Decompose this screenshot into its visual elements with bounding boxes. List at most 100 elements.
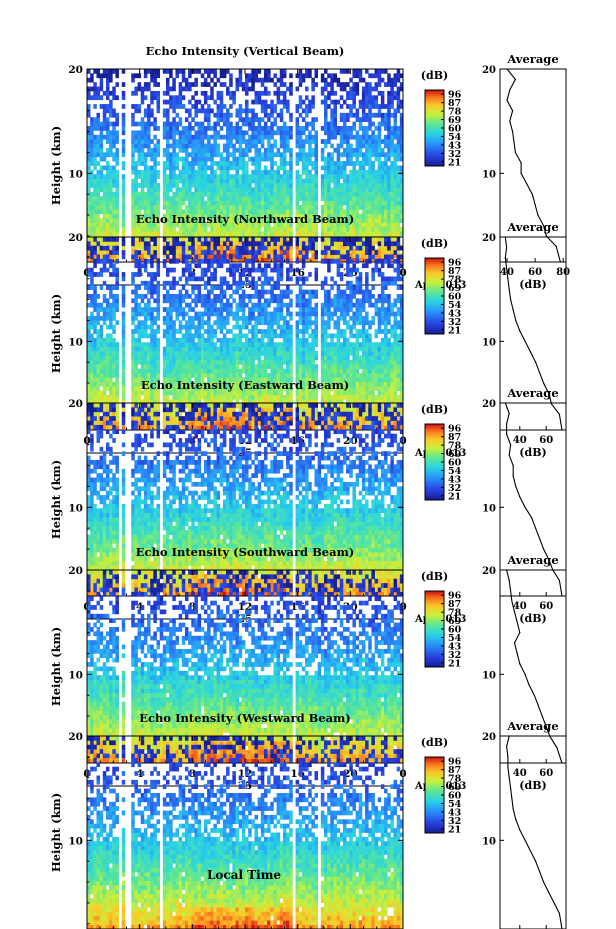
heatmap-cell: [150, 248, 154, 254]
heatmap-cell: [339, 95, 344, 101]
heatmap-cell: [197, 364, 202, 369]
heatmap-cell: [399, 231, 404, 237]
heatmap-cell: [346, 222, 350, 228]
heatmap-cell: [197, 355, 202, 361]
heatmap-cell: [210, 204, 214, 210]
heatmap-cell: [238, 104, 243, 109]
heatmap-cell: [336, 209, 341, 215]
heatmap-cell: [102, 403, 107, 409]
heatmap-cell: [200, 416, 205, 422]
heatmap-cell: [156, 324, 161, 330]
heatmap-cell: [156, 355, 161, 361]
heatmap-cell: [301, 130, 306, 136]
heatmap-cell: [361, 196, 366, 201]
colorbar-swatch: [425, 110, 444, 114]
heatmap-cell: [305, 204, 309, 210]
heatmap-cell: [203, 77, 208, 83]
heatmap-cell: [330, 204, 334, 210]
heatmap-cell: [298, 139, 303, 144]
heatmap-cell: [324, 240, 328, 245]
heatmap-cell: [346, 187, 350, 193]
heatmap-cell: [105, 196, 110, 201]
heatmap-cell: [175, 200, 179, 206]
heatmap-cell: [219, 108, 224, 114]
heatmap-cell: [112, 272, 116, 277]
heatmap-cell: [184, 346, 189, 352]
heatmap-cell: [143, 364, 148, 369]
heatmap-cell: [238, 156, 243, 162]
heatmap-cell: [346, 139, 350, 144]
heatmap-cell: [166, 329, 170, 334]
heatmap-cell: [191, 276, 195, 282]
heatmap-cell: [134, 231, 138, 237]
heatmap-cell: [188, 351, 192, 356]
heatmap-cell: [169, 104, 173, 109]
heatmap-cell: [184, 263, 189, 269]
heatmap-cell: [365, 161, 369, 166]
heatmap-cell: [178, 143, 183, 149]
heatmap-cell: [121, 298, 126, 304]
heatmap-cell: [229, 143, 233, 149]
heatmap-cell: [305, 86, 309, 92]
heatmap-cell: [147, 372, 151, 378]
heatmap-cell: [324, 143, 328, 149]
heatmap-cell: [115, 218, 119, 223]
heatmap-cell: [115, 416, 119, 422]
heatmap-cell: [112, 86, 116, 92]
heatmap-cell: [112, 337, 116, 343]
heatmap-cell: [194, 121, 198, 127]
heatmap-cell: [131, 364, 135, 369]
heatmap-cell: [134, 307, 138, 312]
heatmap-cell: [238, 213, 243, 219]
heatmap-cell: [260, 196, 265, 201]
heatmap-cell: [162, 258, 167, 264]
heatmap-cell: [90, 152, 94, 158]
heatmap-cell: [115, 412, 119, 418]
heatmap-cell: [150, 169, 154, 175]
heatmap-cell: [327, 200, 331, 206]
heatmap-cell: [380, 226, 385, 232]
heatmap-cell: [162, 346, 167, 352]
heatmap-cell: [131, 209, 135, 215]
heatmap-cell: [153, 209, 157, 215]
heatmap-cell: [298, 178, 303, 184]
heatmap-cell: [175, 399, 179, 405]
heatmap-cell: [172, 169, 176, 175]
heatmap-cell: [153, 226, 157, 232]
heatmap-cell: [121, 390, 126, 396]
heatmap-cell: [282, 196, 287, 201]
heatmap-cell: [207, 134, 211, 140]
heatmap-cell: [377, 152, 382, 158]
heatmap-cell: [175, 302, 179, 308]
heatmap-cell: [324, 117, 328, 122]
heatmap-cell: [380, 152, 385, 158]
heatmap-cell: [295, 187, 300, 193]
heatmap-cell: [137, 218, 142, 223]
heatmap-cell: [194, 285, 198, 290]
heatmap-cell: [203, 143, 208, 149]
heatmap-cell: [305, 218, 309, 223]
heatmap-cell: [87, 165, 91, 171]
heatmap-cell: [260, 248, 265, 254]
heatmap-cell: [279, 200, 284, 206]
heatmap-cell: [191, 82, 195, 87]
heatmap-cell: [282, 90, 287, 96]
heatmap-cell: [311, 174, 315, 180]
heatmap-cell: [336, 126, 341, 131]
heatmap-cell: [181, 95, 186, 101]
heatmap-cell: [254, 204, 258, 210]
heatmap-cell: [105, 139, 110, 144]
heatmap-cell: [181, 130, 186, 136]
heatmap-cell: [90, 218, 94, 223]
heatmap-cell: [263, 174, 268, 180]
heatmap-cell: [251, 86, 255, 92]
heatmap-cell: [153, 143, 157, 149]
heatmap-cell: [172, 377, 176, 383]
heatmap-cell: [200, 244, 205, 250]
heatmap-cell: [380, 240, 385, 245]
heatmap-cell: [153, 161, 157, 166]
heatmap-cell: [105, 337, 110, 343]
heatmap-cell: [181, 399, 186, 405]
heatmap-cell: [162, 183, 167, 188]
